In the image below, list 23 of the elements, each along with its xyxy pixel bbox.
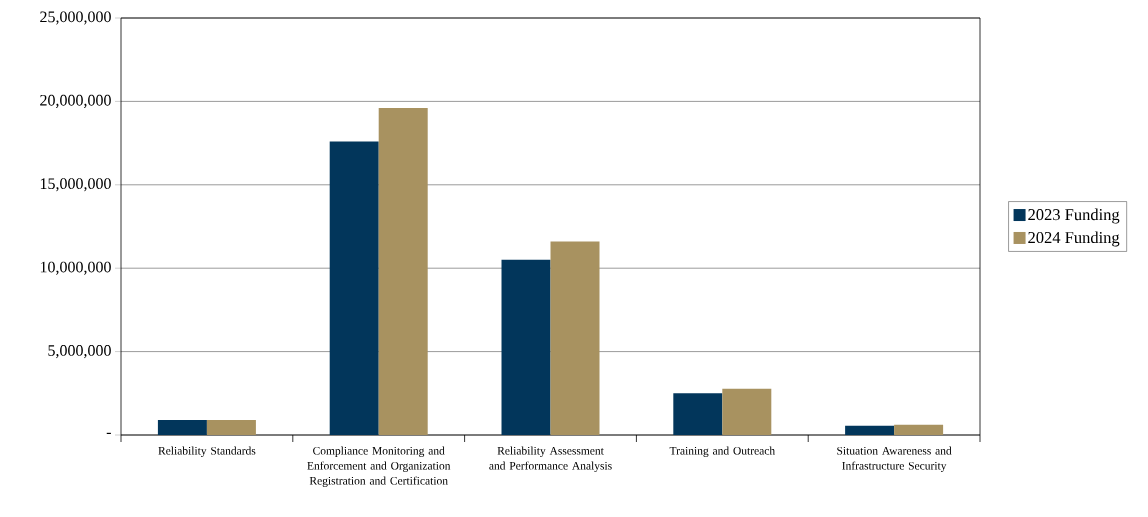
- x-tick-label: Reliability Assessment and Performance Analysis: [489, 446, 612, 472]
- y-tick-label: 20,000,000: [40, 94, 111, 108]
- bar: [550, 241, 600, 435]
- y-tick-label: 10,000,000: [40, 261, 111, 275]
- legend-label: 2024 Funding: [1028, 231, 1120, 247]
- legend-label: 2023 Funding: [1028, 208, 1120, 224]
- bar: [206, 419, 256, 435]
- bar: [329, 141, 379, 435]
- x-tick-label: Training and Outreach: [669, 446, 775, 457]
- bar: [673, 393, 723, 435]
- y-tick-label: 15,000,000: [40, 178, 111, 192]
- y-tick-label: 25,000,000: [40, 11, 111, 25]
- bar: [501, 259, 551, 435]
- x-tick-label: Compliance Monitoring and Enforcement and Organization Registration and Certification: [307, 446, 451, 487]
- bar: [722, 388, 772, 435]
- bar: [157, 419, 207, 435]
- bar: [845, 425, 895, 435]
- x-tick-label: Reliability Standards: [158, 446, 256, 457]
- x-tick-label: Situation Awareness and Infrastructure Security: [837, 446, 952, 472]
- bar: [378, 108, 428, 435]
- y-tick-label: -: [106, 432, 111, 435]
- bar: [894, 424, 944, 435]
- y-tick-label: 5,000,000: [48, 345, 111, 359]
